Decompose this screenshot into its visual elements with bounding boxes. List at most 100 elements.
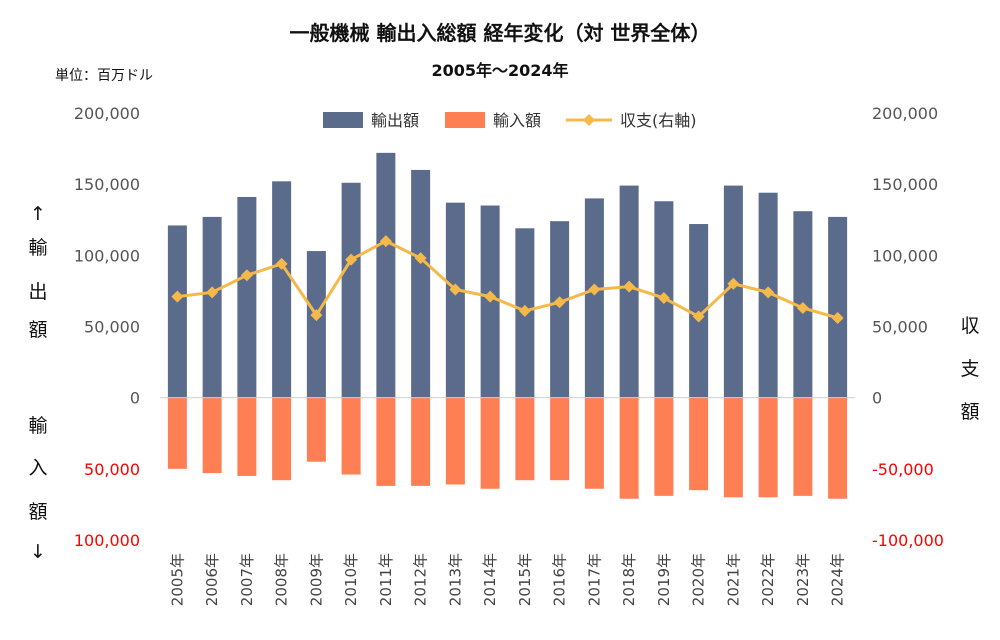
left-tick-label: 100,000 — [74, 246, 140, 265]
import-bar — [689, 397, 709, 491]
right-tick-label: 50,000 — [872, 318, 928, 337]
legend-label-export: 輸出額 — [371, 111, 419, 130]
left-axis-label-char: 輸 — [28, 237, 47, 259]
x-tick-label: 2011年 — [377, 553, 395, 606]
legend-label-balance: 収支(右軸) — [620, 111, 697, 130]
import-bar — [654, 397, 674, 496]
left-tick-label: 200,000 — [74, 104, 140, 123]
left-axis-label-char: ↓ — [30, 541, 46, 563]
x-tick-label: 2012年 — [412, 553, 430, 606]
export-bar — [272, 181, 292, 398]
x-tick-label: 2008年 — [273, 553, 291, 606]
balance-point — [727, 277, 740, 290]
right-tick-label: -50,000 — [872, 460, 934, 479]
import-bar — [619, 397, 639, 499]
balance-point — [796, 301, 809, 314]
import-bar — [828, 397, 848, 499]
x-tick-label: 2015年 — [516, 553, 534, 606]
right-axis-label-char: 支 — [960, 358, 979, 380]
x-tick-label: 2016年 — [551, 553, 569, 606]
export-bar — [550, 221, 570, 398]
x-tick-label: 2022年 — [759, 553, 777, 606]
balance-point — [518, 304, 531, 317]
x-tick-label: 2024年 — [829, 553, 847, 606]
left-tick-label: 50,000 — [84, 318, 140, 337]
unit-label: 単位：百万ドル — [55, 68, 153, 84]
balance-point — [484, 290, 497, 303]
export-bar — [376, 152, 396, 398]
import-bar — [480, 397, 500, 489]
import-bar — [793, 397, 813, 496]
balance-point — [692, 310, 705, 323]
left-axis-label-char: ↑ — [30, 203, 46, 225]
left-axis-label-char: 入 — [28, 457, 47, 479]
right-tick-label: 100,000 — [872, 246, 938, 265]
export-bar — [584, 198, 604, 398]
x-tick-label: 2020年 — [690, 553, 708, 606]
right-tick-label: 0 — [872, 389, 882, 408]
balance-point — [379, 235, 392, 248]
import-bar — [445, 397, 465, 485]
right-tick-label: 200,000 — [872, 104, 938, 123]
x-tick-label: 2005年 — [168, 553, 186, 606]
left-axis-ticks: 200,000 150,000 100,000 50,000 0 50,000 100,00… — [74, 104, 140, 550]
import-bar — [167, 397, 187, 469]
export-bars — [167, 152, 848, 398]
import-bar — [376, 397, 396, 486]
export-bar — [723, 185, 743, 398]
export-bar — [306, 251, 326, 398]
balance-point — [553, 296, 566, 309]
legend-swatch-import — [445, 112, 485, 128]
balance-point — [449, 283, 462, 296]
import-bar — [723, 397, 743, 498]
right-tick-label: 150,000 — [872, 175, 938, 194]
balance-point — [657, 292, 670, 305]
balance-point — [623, 280, 636, 293]
x-tick-label: 2021年 — [724, 553, 742, 606]
balance-point — [206, 286, 219, 299]
balance-point — [345, 253, 358, 266]
export-bar — [167, 225, 187, 398]
legend: 輸出額 輸入額 収支(右軸) — [323, 111, 697, 130]
balance-point — [275, 257, 288, 270]
import-bar — [237, 397, 257, 476]
import-bars — [167, 397, 848, 499]
x-tick-label: 2013年 — [446, 553, 464, 606]
left-axis-label-char: 出 — [28, 281, 47, 303]
x-tick-label: 2019年 — [655, 553, 673, 606]
left-tick-label: 0 — [130, 389, 140, 408]
import-bar — [202, 397, 222, 474]
balance-point — [831, 311, 844, 324]
x-tick-label: 2018年 — [620, 553, 638, 606]
import-bar — [758, 397, 778, 498]
right-axis-label-char: 収 — [960, 315, 979, 337]
x-tick-label: 2007年 — [238, 553, 256, 606]
import-bar — [341, 397, 361, 475]
export-bar — [828, 216, 848, 398]
right-axis-ticks: 200,000 150,000 100,000 50,000 0 -50,000 -100,… — [872, 104, 944, 550]
balance-point — [588, 283, 601, 296]
chart-title: 一般機械 輸出入総額 経年変化（対 世界全体） — [290, 21, 711, 45]
export-bar — [341, 182, 361, 398]
export-bar — [445, 202, 465, 398]
import-bar — [411, 397, 431, 486]
left-axis-label-char: 額 — [28, 319, 47, 341]
legend-label-import: 輸入額 — [493, 111, 541, 130]
x-tick-label: 2010年 — [342, 553, 360, 606]
x-tick-label: 2014年 — [481, 553, 499, 606]
balance-point — [310, 309, 323, 322]
balance-line — [177, 239, 839, 320]
balance-line-series — [171, 235, 844, 324]
left-tick-label: 50,000 — [84, 460, 140, 479]
left-tick-label: 150,000 — [74, 175, 140, 194]
right-axis-label: 収支額 — [960, 315, 979, 423]
export-bar — [237, 196, 257, 398]
import-bar — [550, 397, 570, 481]
balance-point — [414, 252, 427, 265]
balance-point — [240, 269, 253, 282]
x-tick-label: 2009年 — [307, 553, 325, 606]
left-axis-label-char: 輸 — [28, 415, 47, 437]
legend-swatch-export — [323, 112, 363, 128]
